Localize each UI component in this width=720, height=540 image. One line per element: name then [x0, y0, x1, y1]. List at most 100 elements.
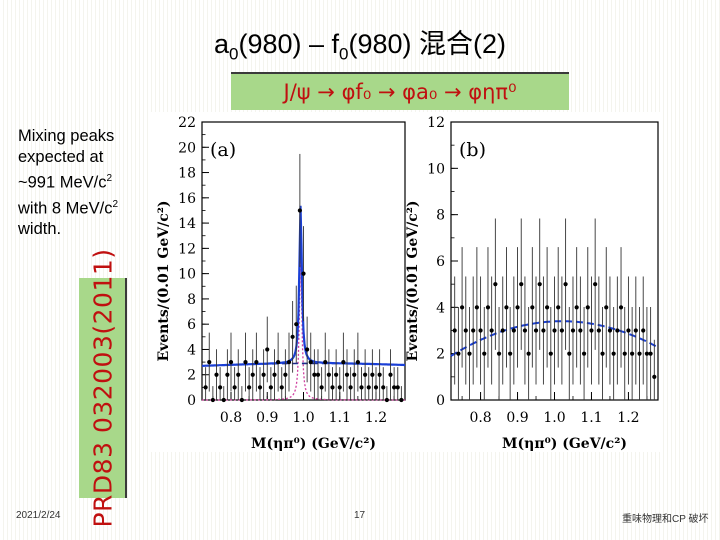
mixing-note: Mixing peaks expected at ~991 MeV/c2 wit…	[18, 127, 119, 238]
data-point	[545, 305, 550, 310]
data-point	[504, 305, 509, 310]
reaction-text: J/ψ → φf₀ → φa₀ → φηπ⁰	[283, 80, 517, 104]
data-point	[214, 372, 219, 377]
data-point	[452, 328, 457, 333]
panel-label: (b)	[459, 139, 486, 161]
data-point	[652, 374, 657, 379]
data-point	[283, 372, 288, 377]
data-point	[570, 328, 576, 333]
data-point	[370, 372, 375, 377]
x-tick-label: 0.9	[256, 410, 278, 426]
data-point	[600, 351, 605, 356]
x-tick-label: 1.1	[580, 410, 602, 426]
data-point	[493, 282, 498, 287]
data-point	[644, 351, 650, 356]
data-point	[578, 328, 583, 333]
data-point	[272, 372, 277, 377]
data-point	[261, 372, 266, 377]
total-fit-curve	[202, 205, 405, 367]
data-point	[500, 328, 505, 333]
data-point	[247, 385, 252, 390]
data-point	[366, 385, 371, 390]
data-point	[563, 282, 568, 287]
data-point	[637, 351, 642, 356]
data-point	[593, 282, 598, 287]
reference-text: PRD83 032003(2011)	[88, 248, 118, 528]
data-point	[250, 372, 255, 377]
data-point	[232, 385, 237, 390]
y-axis-label: Events/(0.01 GeV/c²)	[156, 200, 172, 361]
data-point	[243, 359, 248, 365]
data-point	[596, 328, 601, 333]
y-tick-label: 2	[187, 368, 196, 384]
data-point	[377, 372, 382, 377]
y-tick-label: 8	[187, 292, 196, 308]
data-point	[585, 305, 590, 310]
data-point	[348, 385, 353, 390]
data-point	[482, 351, 487, 356]
data-point	[548, 351, 553, 356]
data-point	[485, 305, 491, 310]
data-point	[478, 328, 483, 333]
data-point	[574, 305, 579, 310]
data-point	[626, 328, 631, 333]
y-tick-label: 22	[178, 115, 196, 131]
data-point	[210, 397, 215, 403]
x-tick-label: 1.1	[329, 410, 351, 426]
data-point	[384, 397, 389, 403]
data-point	[519, 282, 524, 287]
y-tick-label: 16	[178, 191, 196, 207]
y-tick-label: 4	[187, 342, 196, 358]
x-tick-label: 1.0	[292, 410, 314, 426]
data-point	[467, 351, 472, 356]
data-point	[239, 397, 244, 403]
data-point	[290, 334, 295, 339]
data-point	[294, 322, 299, 327]
data-point	[341, 359, 346, 365]
data-point	[552, 328, 557, 333]
data-point	[221, 397, 226, 403]
data-point	[581, 351, 587, 356]
data-point	[618, 305, 624, 310]
data-point	[228, 359, 234, 365]
data-point	[474, 305, 479, 310]
footer-date: 2021/2/24	[16, 510, 61, 521]
data-point	[537, 282, 542, 287]
y-tick-label: 6	[436, 254, 445, 270]
y-tick-label: 6	[187, 317, 196, 333]
data-point	[315, 372, 321, 377]
data-point	[556, 305, 561, 310]
data-point	[388, 372, 393, 377]
data-point	[305, 347, 310, 352]
data-point	[567, 351, 572, 356]
y-tick-label: 10	[427, 161, 445, 177]
data-point	[308, 359, 313, 365]
data-point	[648, 351, 653, 356]
data-point	[265, 347, 270, 352]
y-tick-label: 20	[178, 140, 196, 156]
y-tick-label: 8	[436, 208, 445, 224]
data-point	[319, 385, 324, 390]
data-point	[533, 328, 539, 333]
data-point	[511, 328, 516, 333]
data-point	[257, 385, 263, 390]
data-point	[526, 351, 531, 356]
x-tick-label: 0.8	[220, 410, 242, 426]
data-point	[559, 328, 564, 333]
y-tick-label: 0	[187, 393, 196, 409]
data-point	[463, 328, 468, 333]
data-point	[344, 372, 350, 377]
data-point	[326, 372, 331, 377]
data-point	[218, 385, 223, 390]
data-point	[381, 385, 386, 390]
data-point	[471, 328, 476, 333]
data-point	[530, 305, 535, 310]
reference-banner	[79, 278, 127, 498]
data-point	[279, 385, 284, 390]
data-point	[508, 351, 513, 356]
data-point	[301, 271, 306, 276]
data-point	[207, 359, 212, 365]
data-point	[607, 328, 613, 333]
data-point	[203, 385, 208, 390]
